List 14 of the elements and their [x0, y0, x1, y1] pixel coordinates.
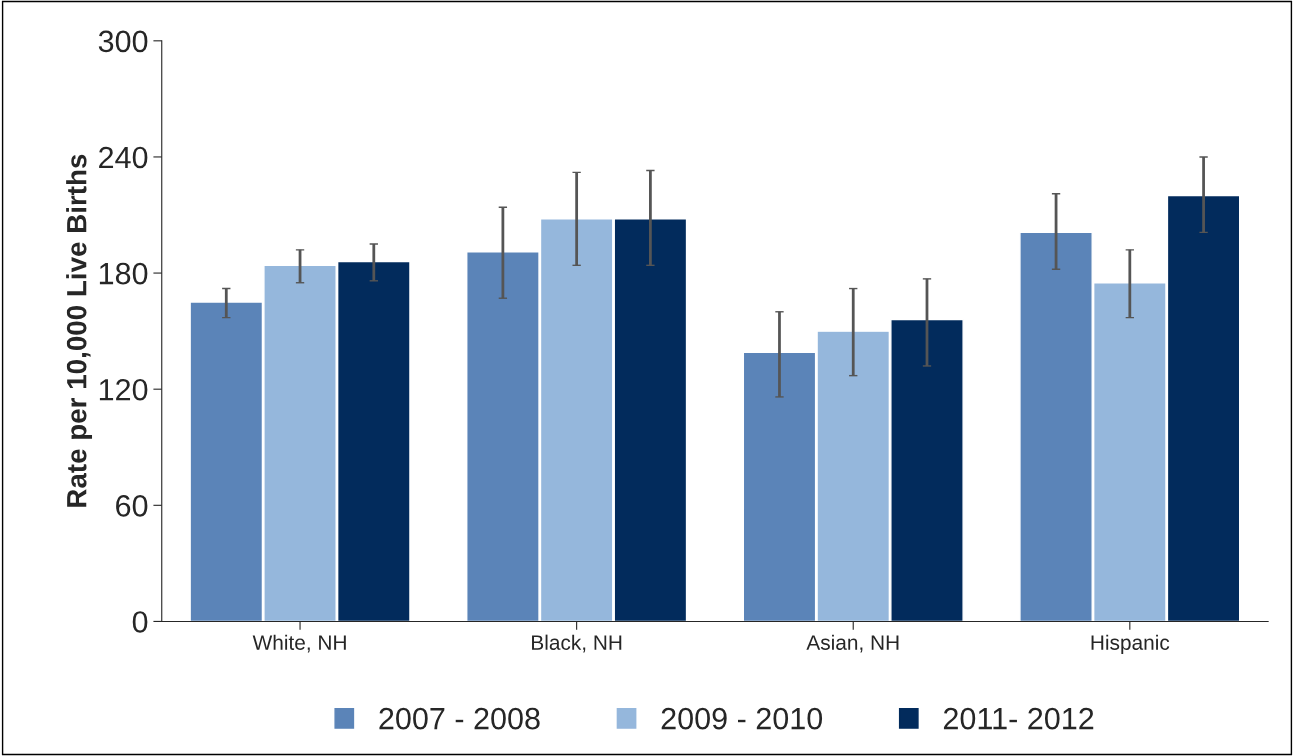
x-tick-label: White, NH	[252, 634, 346, 653]
y-tick-label: 300	[98, 30, 148, 53]
legend-label: 2011- 2012	[943, 707, 1094, 730]
y-tick-label: 240	[99, 146, 148, 169]
x-tick-label: Black, NH	[532, 634, 622, 653]
y-tick-label: 120	[99, 378, 148, 401]
legend-label: 2007 - 2008	[379, 707, 540, 730]
y-axis-title: Rate per 10,000 Live Births	[66, 154, 93, 507]
x-tick-label: Asian, NH	[806, 634, 899, 653]
y-tick-label: 60	[116, 495, 148, 517]
y-tick-label: 180	[99, 262, 148, 285]
y-tick-label: 0	[132, 611, 148, 633]
legend-label: 2009 - 2010	[661, 707, 823, 730]
x-tick-label: Hispanic	[1091, 634, 1170, 655]
